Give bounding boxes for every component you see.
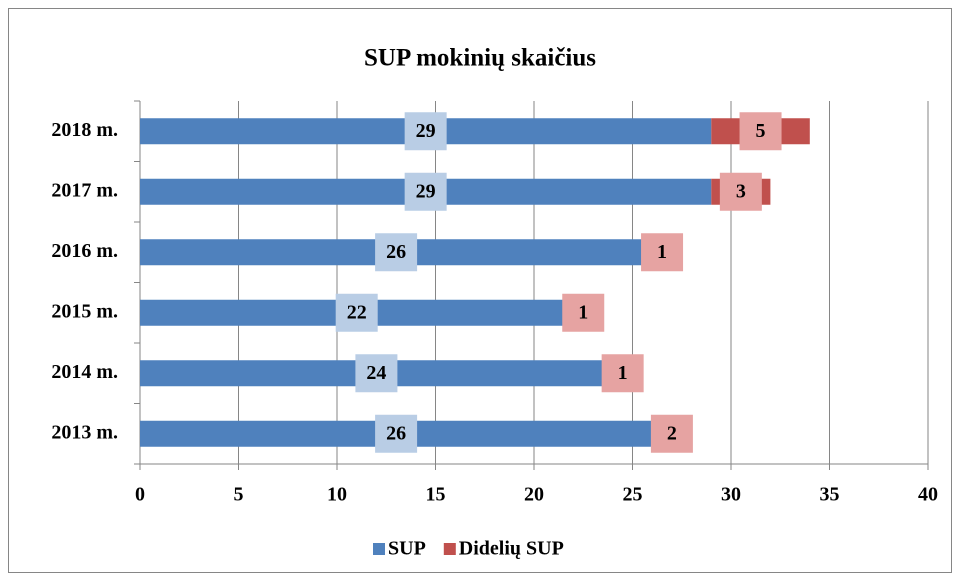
y-tick-label: 2017 m. [51,179,118,201]
data-label-box [739,112,782,151]
legend-label: SUP [388,538,426,560]
data-label: 1 [657,241,667,263]
x-tick-label: 25 [623,484,643,506]
data-label: 22 [347,301,367,323]
y-tick-label: 2014 m. [51,361,118,383]
data-label-box [601,354,644,393]
x-tick-label: 10 [327,484,347,506]
data-label-box [335,293,378,332]
data-label-box [375,414,418,453]
x-tick-label: 40 [918,484,938,506]
x-tick-label: 20 [524,484,544,506]
data-label: 29 [416,120,436,142]
data-label: 26 [386,422,406,444]
data-label: 1 [578,301,588,323]
x-tick-label: 30 [721,484,741,506]
y-tick-label: 2013 m. [51,421,118,443]
y-tick-label: 2015 m. [51,300,118,322]
data-label: 3 [736,180,746,202]
data-label-box [355,354,398,393]
data-label: 1 [618,362,628,384]
x-tick-label: 5 [234,484,244,506]
data-label: 24 [366,362,386,384]
data-label-box [719,172,762,211]
data-label-box [641,233,684,272]
data-label-box [650,414,693,453]
chart-title: SUP mokinių skaičius [364,45,596,72]
chart-border [8,8,952,573]
data-label: 29 [416,180,436,202]
data-label-box [562,293,605,332]
data-label-box [404,172,447,211]
y-tick-label: 2016 m. [51,240,118,262]
legend-swatch [443,543,456,555]
data-label: 2 [667,422,677,444]
data-label-box [375,233,418,272]
x-tick-label: 35 [820,484,840,506]
legend-swatch [373,543,385,555]
data-label: 26 [386,241,406,263]
y-tick-label: 2018 m. [51,119,118,141]
x-tick-label: 0 [135,484,145,506]
data-label-box [404,112,447,151]
x-tick-label: 15 [426,484,446,506]
legend-label: Didelių SUP [459,538,564,560]
data-label: 5 [756,120,766,142]
